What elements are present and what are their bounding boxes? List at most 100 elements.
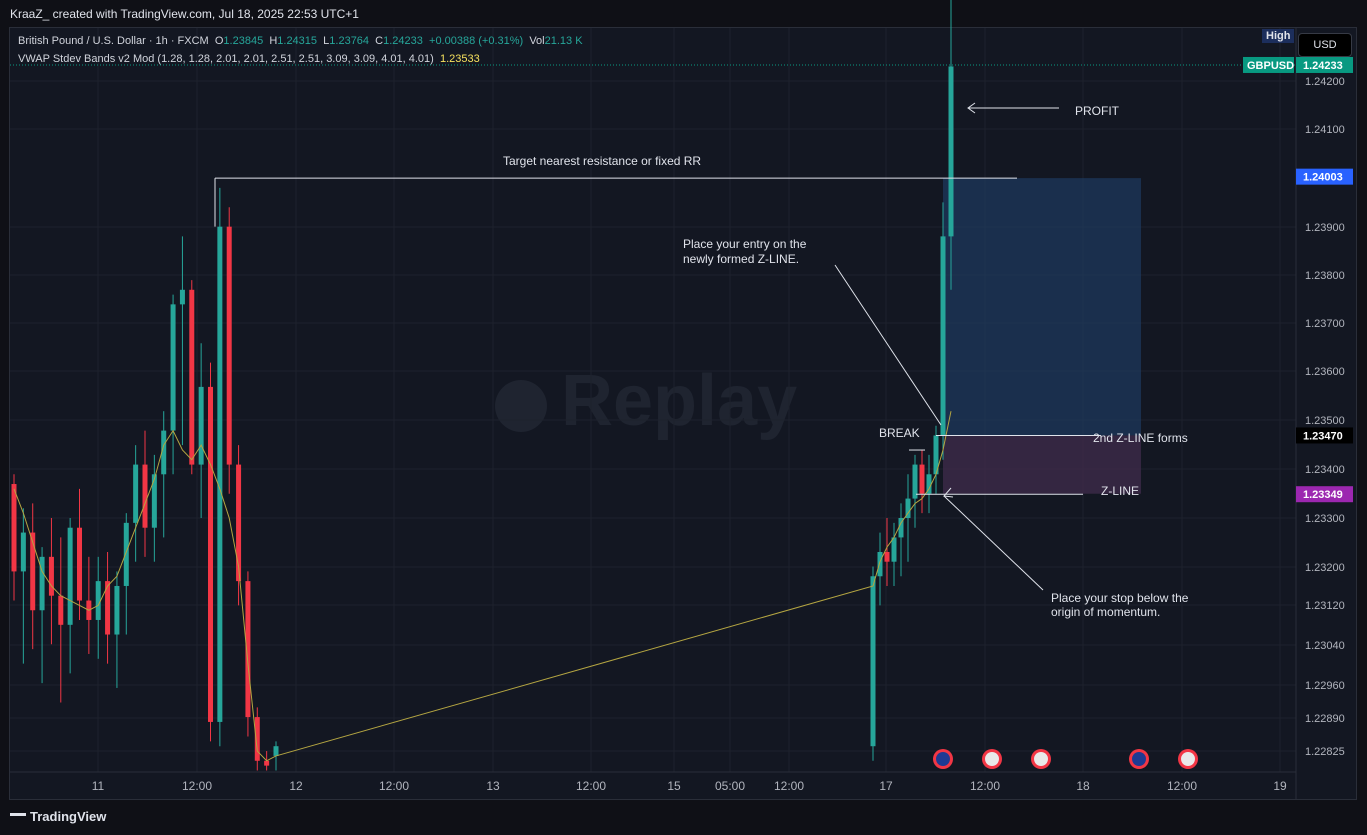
chart-caption: KraaZ_ created with TradingView.com, Jul… xyxy=(10,7,359,21)
target-zone xyxy=(943,178,1141,436)
annotation-text: Place your stop below the xyxy=(1051,591,1189,605)
replay-watermark-icon xyxy=(495,379,547,432)
currency-button[interactable]: USD xyxy=(1298,33,1352,57)
legend-low-label: L xyxy=(323,35,330,47)
legend-symbol[interactable]: British Pound / U.S. Dollar · 1h · FXCM xyxy=(18,35,209,47)
candle-body xyxy=(912,464,918,499)
candle-body xyxy=(142,464,148,528)
event-flag-inner xyxy=(985,752,999,766)
y-tick-label: 1.23800 xyxy=(1305,270,1345,282)
candle-body xyxy=(898,518,904,538)
stop-zone xyxy=(943,435,1141,494)
annotation-text: 2nd Z-LINE forms xyxy=(1093,431,1188,445)
annotation-text: Z-LINE xyxy=(1101,484,1139,498)
x-tick-label: 13 xyxy=(486,779,500,793)
y-tick-label: 1.23120 xyxy=(1305,600,1345,612)
event-flag-inner xyxy=(1181,752,1195,766)
candle-body xyxy=(189,289,195,465)
candle-body xyxy=(236,464,242,582)
event-flag-inner xyxy=(1132,752,1146,766)
candle-body xyxy=(217,226,223,722)
candle-body xyxy=(948,66,954,237)
candle-body xyxy=(133,464,139,523)
legend-close-label: C xyxy=(375,35,384,47)
candle-body xyxy=(273,746,279,756)
price-tag-value: 1.23470 xyxy=(1303,430,1343,442)
annotation-text: Target nearest resistance or fixed RR xyxy=(503,154,701,168)
legend-low-value: 1.23764 xyxy=(329,35,370,47)
candle-body xyxy=(245,581,251,718)
candle-body xyxy=(884,551,890,562)
annotation-text: origin of momentum. xyxy=(1051,605,1160,619)
x-tick-label: 17 xyxy=(879,779,893,793)
x-tick-label: 11 xyxy=(92,779,105,793)
legend-vol-label: Vol xyxy=(529,35,545,47)
candle-body xyxy=(105,581,111,635)
candle-body xyxy=(254,717,260,761)
x-tick-label: 15 xyxy=(667,779,681,793)
candle-body xyxy=(905,498,911,518)
tradingview-brand: TradingView xyxy=(30,809,107,824)
candle-body xyxy=(11,484,17,572)
replay-watermark-text: Replay xyxy=(561,361,798,441)
replay-watermark: Replay xyxy=(495,360,797,442)
price-tag-box xyxy=(1296,486,1353,503)
candle-body xyxy=(264,760,270,766)
x-tick-label: 12:00 xyxy=(970,779,1000,793)
x-tick-label: 05:00 xyxy=(715,779,745,793)
annotation-text: BREAK xyxy=(879,426,920,440)
annotation-text: Place your entry on the xyxy=(683,237,807,251)
x-tick-label: 19 xyxy=(1273,779,1287,793)
y-tick-label: 1.23900 xyxy=(1305,222,1345,234)
entry-pointer-line xyxy=(834,264,942,426)
price-tag-box xyxy=(1296,56,1353,73)
candle-body xyxy=(20,532,26,572)
price-tag-value: 1.24233 xyxy=(1303,60,1343,72)
candle-body xyxy=(58,595,64,625)
candle-body xyxy=(67,527,73,625)
candle-body xyxy=(151,474,157,528)
x-tick-label: 12:00 xyxy=(774,779,804,793)
x-tick-label: 18 xyxy=(1076,779,1090,793)
x-tick-label: 12 xyxy=(289,779,303,793)
price-tag-value: 1.23349 xyxy=(1303,489,1343,501)
annotation-text: PROFIT xyxy=(1075,104,1120,118)
legend-high-label: H xyxy=(269,35,278,47)
candle-body xyxy=(226,226,232,465)
stop-pointer-arrowhead xyxy=(942,487,954,498)
indicator-name[interactable]: VWAP Stdev Bands v2 Mod (1.28, 1.28, 2.0… xyxy=(18,53,434,65)
candle-body xyxy=(891,537,897,562)
legend-change: +0.00388 (+0.31%) xyxy=(429,35,524,47)
y-tick-label: 1.23600 xyxy=(1305,366,1345,378)
candle-body xyxy=(919,464,925,494)
profit-arrowhead xyxy=(967,102,976,114)
price-tag-box xyxy=(1296,168,1353,185)
event-flag-inner xyxy=(936,752,950,766)
y-tick-label: 1.23040 xyxy=(1305,640,1345,652)
candle-body xyxy=(933,435,939,475)
y-tick-label: 1.23200 xyxy=(1305,562,1345,574)
y-tick-label: 1.23300 xyxy=(1305,513,1345,525)
candle-body xyxy=(877,551,883,577)
y-tick-label: 1.23400 xyxy=(1305,464,1345,476)
y-tick-label: 1.24200 xyxy=(1305,76,1345,88)
y-tick-label: 1.23700 xyxy=(1305,318,1345,330)
vwap-line xyxy=(13,411,952,762)
indicator-value: 1.23533 xyxy=(439,53,480,65)
legend-open-label: O xyxy=(214,35,224,47)
candle-body xyxy=(77,527,82,601)
price-tag-value: 1.24003 xyxy=(1303,172,1343,184)
candle-body xyxy=(926,474,932,494)
candle-body xyxy=(48,556,54,596)
indicator-legend[interactable]: VWAP Stdev Bands v2 Mod (1.28, 1.28, 2.0… xyxy=(18,53,480,65)
candle-body xyxy=(870,576,876,747)
symbol-tag-label: GBPUSD xyxy=(1247,60,1294,72)
tradingview-logo[interactable]: TradingView xyxy=(10,809,106,824)
candle-body xyxy=(208,386,213,722)
y-tick-label: 1.22960 xyxy=(1305,680,1345,692)
ohlc-legend: British Pound / U.S. Dollar · 1h · FXCM … xyxy=(18,35,583,47)
x-tick-label: 12:00 xyxy=(1167,779,1197,793)
candle-body xyxy=(39,556,45,611)
y-tick-label: 1.22890 xyxy=(1305,713,1345,725)
